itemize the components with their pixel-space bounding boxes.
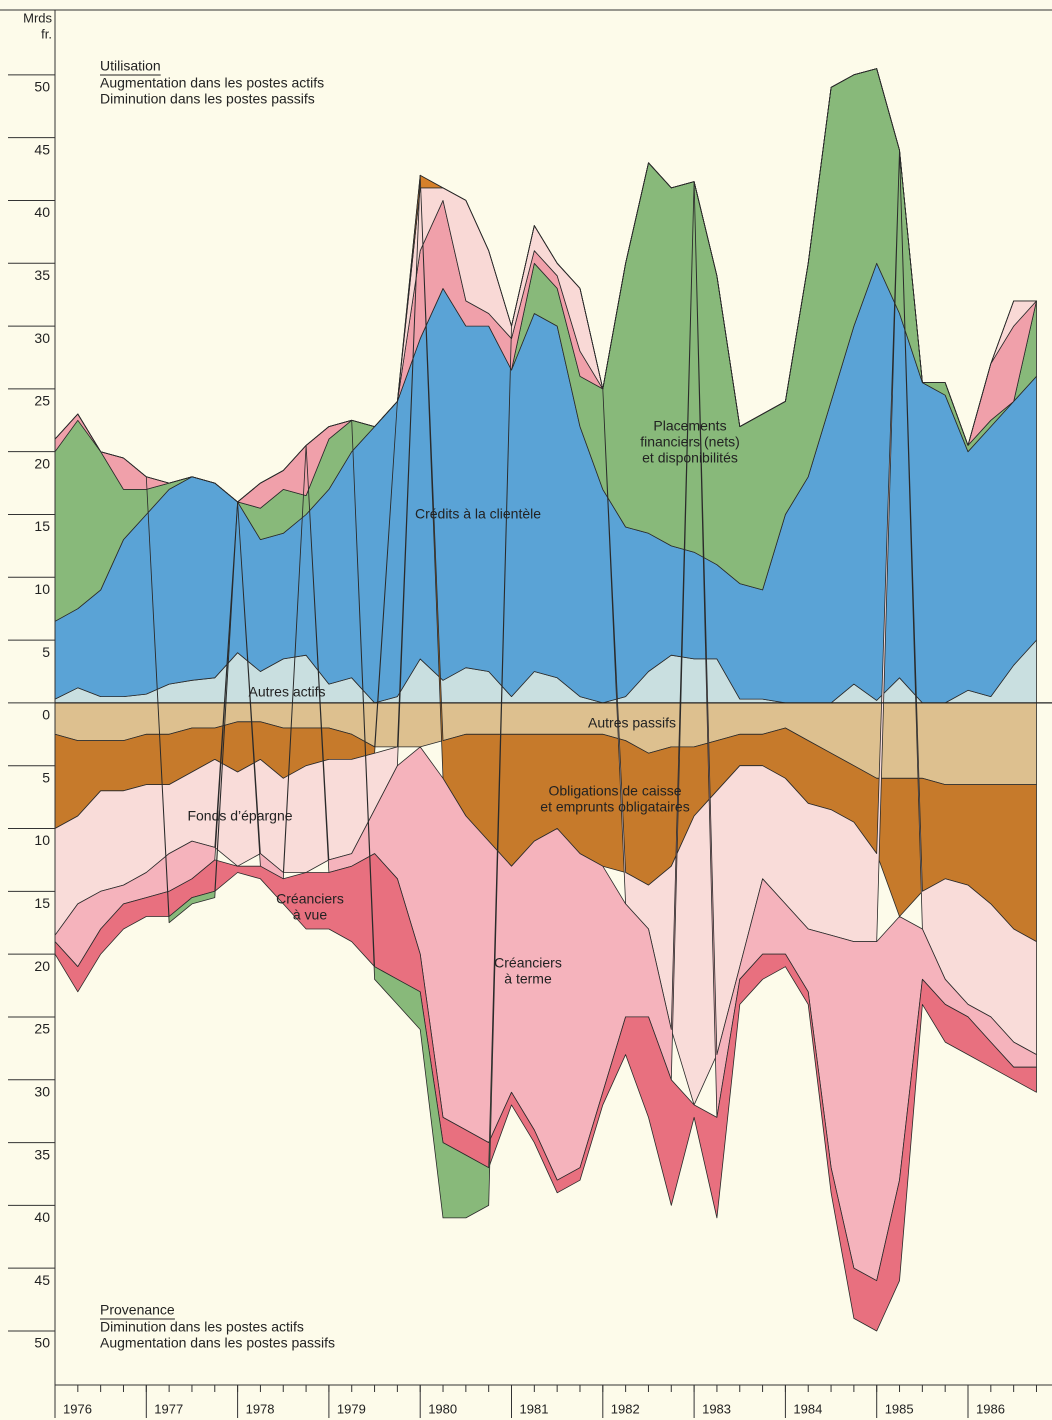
series-label: Placements xyxy=(653,418,726,434)
y-tick-label: 15 xyxy=(34,895,50,911)
x-tick-label: 1981 xyxy=(520,1401,549,1416)
x-tick-label: 1978 xyxy=(246,1401,275,1416)
overlay: 504540353025201510505101520253035404550M… xyxy=(0,9,1052,1418)
x-tick-label: 1977 xyxy=(154,1401,183,1416)
y-tick-label: 5 xyxy=(42,769,50,785)
y-axis-label: fr. xyxy=(41,26,52,41)
series-label: et disponibilités xyxy=(642,450,738,466)
y-tick-label: 10 xyxy=(34,581,50,597)
series-label: et emprunts obligataires xyxy=(540,799,689,815)
y-tick-label: 30 xyxy=(34,1083,50,1099)
area xyxy=(54,68,1037,1219)
note-line: Augmentation dans les postes actifs xyxy=(100,75,324,91)
y-tick-label: 25 xyxy=(34,1021,50,1037)
x-tick-label: 1984 xyxy=(793,1401,822,1416)
x-tick-label: 1976 xyxy=(63,1401,92,1416)
x-tick-label: 1980 xyxy=(428,1401,457,1416)
x-tick-label: 1983 xyxy=(702,1401,731,1416)
series-label: Créanciers xyxy=(494,955,562,971)
y-tick-label: 50 xyxy=(34,1335,50,1351)
y-tick-label: 45 xyxy=(34,1272,50,1288)
y-tick-label: 45 xyxy=(34,141,50,157)
y-tick-label: 20 xyxy=(34,958,50,974)
series-label: Autres passifs xyxy=(588,715,676,731)
note-title: Provenance xyxy=(100,1302,175,1318)
y-axis-label: Mrds xyxy=(23,10,52,25)
y-tick-label: 5 xyxy=(42,644,50,660)
series-label: Autres actifs xyxy=(248,684,325,700)
x-tick-label: 1982 xyxy=(611,1401,640,1416)
x-tick-label: 1986 xyxy=(976,1401,1005,1416)
x-tick-label: 1979 xyxy=(337,1401,366,1416)
note-line: Diminution dans les postes passifs xyxy=(100,91,315,107)
x-tick-label: 1985 xyxy=(885,1401,914,1416)
y-tick-label: 35 xyxy=(34,1146,50,1162)
note-line: Augmentation dans les postes passifs xyxy=(100,1335,335,1351)
series-label: à terme xyxy=(504,971,552,987)
series-label: Obligations de caisse xyxy=(548,783,681,799)
series-label: Créanciers xyxy=(276,891,344,907)
series-label: Fonds d’épargne xyxy=(187,808,292,824)
y-tick-label: 35 xyxy=(34,267,50,283)
series-label: Crédits à la clientèle xyxy=(415,506,541,522)
y-tick-label: 40 xyxy=(34,204,50,220)
y-tick-label: 15 xyxy=(34,518,50,534)
series-label: financiers (nets) xyxy=(640,434,740,450)
series-label: à vue xyxy=(293,907,327,923)
y-tick-label: 30 xyxy=(34,330,50,346)
y-tick-label: 50 xyxy=(34,79,50,95)
areas xyxy=(54,68,1037,1332)
note-line: Diminution dans les postes actifs xyxy=(100,1319,304,1335)
y-tick-label: 40 xyxy=(34,1209,50,1225)
y-tick-label: 20 xyxy=(34,455,50,471)
y-tick-label: 0 xyxy=(42,707,50,723)
y-tick-label: 10 xyxy=(34,832,50,848)
area xyxy=(54,174,1037,942)
y-tick-label: 25 xyxy=(34,393,50,409)
note-title: Utilisation xyxy=(100,58,161,74)
